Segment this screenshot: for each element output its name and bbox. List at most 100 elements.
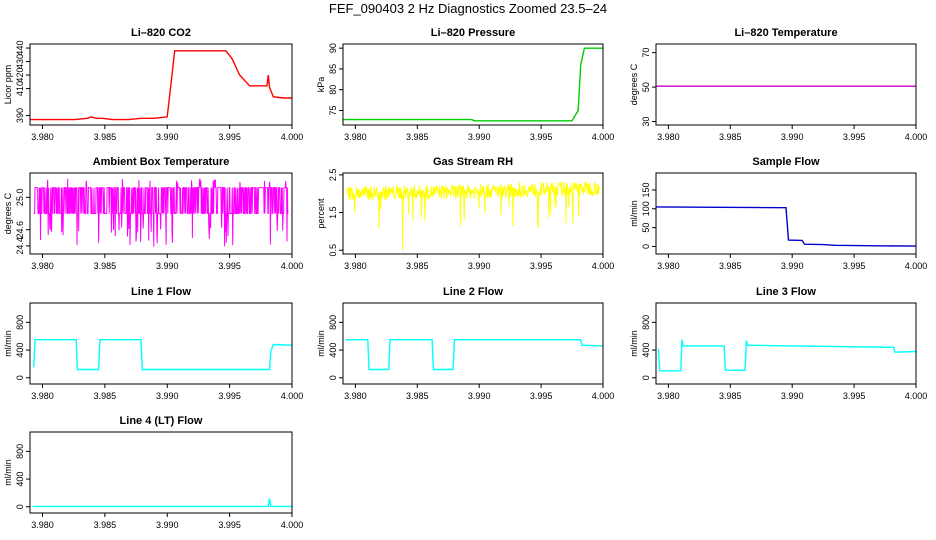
y-tick-label: 800 <box>15 444 25 459</box>
x-tick-label: 3.980 <box>31 261 54 271</box>
x-tick-label: 3.980 <box>657 391 680 401</box>
x-tick-label: 3.995 <box>843 132 866 142</box>
x-tick-label: 3.985 <box>94 261 117 271</box>
x-tick-label: 3.995 <box>843 391 866 401</box>
series-line <box>33 178 289 247</box>
y-axis-label: degrees C <box>629 63 639 105</box>
chart-line4: Line 4 (LT) Flow 3.980 3.985 3.990 3.995 4.00… <box>3 415 303 530</box>
plot-frame <box>29 431 293 514</box>
x-tick-label: 4.000 <box>592 261 615 271</box>
y-axis-label: ml/min <box>629 330 639 357</box>
y-tick-label: 85 <box>328 64 338 74</box>
x-tick-label: 3.990 <box>156 261 179 271</box>
y-tick-label: 410 <box>15 81 25 96</box>
x-tick-label: 3.985 <box>94 132 117 142</box>
plot-frame <box>655 172 917 255</box>
x-tick-label: 4.000 <box>281 391 304 401</box>
y-axis-label: ml/min <box>3 459 13 486</box>
x-tick-label: 3.990 <box>781 391 804 401</box>
x-tick-label: 3.985 <box>406 132 429 142</box>
x-tick-label: 3.990 <box>156 520 179 530</box>
y-tick-label: 430 <box>15 54 25 69</box>
series-line <box>32 498 292 508</box>
plot-frame <box>342 43 604 126</box>
x-tick-label: 3.980 <box>657 132 680 142</box>
series-line <box>30 50 292 121</box>
x-tick-label: 3.985 <box>719 132 742 142</box>
y-tick-label: 90 <box>328 43 338 53</box>
x-tick-label: 3.980 <box>31 391 54 401</box>
plot-frame <box>655 43 917 126</box>
x-tick-label: 3.990 <box>781 132 804 142</box>
series-line <box>345 339 604 371</box>
y-tick-label: 800 <box>15 315 25 330</box>
x-tick-label: 4.000 <box>281 520 304 530</box>
chart-title: Li–820 Pressure <box>431 27 515 39</box>
plot-frame <box>29 302 293 385</box>
x-tick-label: 3.980 <box>344 132 367 142</box>
y-axis-label: ml/min <box>629 200 639 227</box>
y-tick-label: 25.0 <box>15 189 25 207</box>
y-tick-label: 400 <box>328 343 338 358</box>
y-tick-label: 400 <box>15 472 25 487</box>
x-tick-label: 3.990 <box>156 391 179 401</box>
x-tick-label: 3.985 <box>94 520 117 530</box>
x-tick-label: 4.000 <box>281 132 304 142</box>
x-tick-label: 3.990 <box>781 261 804 271</box>
chart-title: Gas Stream RH <box>433 156 513 168</box>
x-tick-label: 4.000 <box>592 132 615 142</box>
x-tick-label: 3.995 <box>843 261 866 271</box>
y-axis-label: ml/min <box>3 330 13 357</box>
plot-frame <box>342 302 604 385</box>
x-tick-label: 4.000 <box>905 261 928 271</box>
y-tick-label: 800 <box>641 315 651 330</box>
x-tick-label: 3.990 <box>156 132 179 142</box>
plot-frame <box>342 172 604 255</box>
y-axis-label: degrees C <box>3 192 13 234</box>
y-tick-label: 0 <box>641 375 651 380</box>
x-tick-label: 4.000 <box>905 132 928 142</box>
chart-title: Sample Flow <box>752 156 820 168</box>
y-tick-label: 2.5 <box>328 169 338 182</box>
chart-ambient: Ambient Box Temperature 3.980 3.985 3.990 3.… <box>3 156 303 271</box>
chart-temperature: Li–820 Temperature 3.980 3.985 3.990 3.995 4.… <box>629 27 927 142</box>
chart-line1: Line 1 Flow 3.980 3.985 3.990 3.995 4.000 0 400… <box>3 286 303 401</box>
x-tick-label: 3.985 <box>719 391 742 401</box>
y-tick-label: 440 <box>15 41 25 56</box>
y-tick-label: 400 <box>641 343 651 358</box>
x-tick-label: 3.990 <box>468 132 491 142</box>
y-tick-label: 30 <box>641 117 651 127</box>
y-tick-label: 50 <box>641 82 651 92</box>
x-tick-label: 3.995 <box>530 391 553 401</box>
chart-rh: Gas Stream RH 3.980 3.985 3.990 3.995 4.000 0.… <box>316 156 614 271</box>
y-tick-label: 150 <box>641 182 651 197</box>
x-tick-label: 3.980 <box>657 261 680 271</box>
y-tick-label: 390 <box>15 108 25 123</box>
page-title: FEF_090403 2 Hz Diagnostics Zoomed 23.5–… <box>328 1 608 16</box>
y-tick-label: 1.5 <box>328 206 338 219</box>
y-axis-label: kPa <box>316 77 326 93</box>
x-tick-label: 3.985 <box>94 391 117 401</box>
y-tick-label: 75 <box>328 105 338 115</box>
y-tick-label: 0.5 <box>328 244 338 257</box>
y-tick-label: 50 <box>641 223 651 233</box>
y-tick-label: 70 <box>641 48 651 58</box>
chart-co2: Li–820 CO2 3.980 3.985 3.990 3.995 4.000 390 41… <box>3 27 303 142</box>
y-tick-label: 100 <box>641 201 651 216</box>
chart-line3: Line 3 Flow 3.980 3.985 3.990 3.995 4.000 0 400… <box>629 286 927 401</box>
chart-title: Li–820 CO2 <box>131 27 191 39</box>
x-tick-label: 3.995 <box>218 132 241 142</box>
y-tick-label: 0 <box>641 244 651 249</box>
x-tick-label: 3.990 <box>468 391 491 401</box>
plot-frame <box>29 43 293 126</box>
y-tick-label: 24.4 <box>15 237 25 255</box>
y-tick-label: 80 <box>328 85 338 95</box>
series-line <box>346 181 600 251</box>
y-tick-label: 420 <box>15 68 25 83</box>
x-tick-label: 3.995 <box>218 520 241 530</box>
chart-title: Ambient Box Temperature <box>93 156 230 168</box>
x-tick-label: 3.980 <box>31 132 54 142</box>
chart-line2: Line 2 Flow 3.980 3.985 3.990 3.995 4.000 0 400… <box>316 286 614 401</box>
y-tick-label: 24.6 <box>15 221 25 239</box>
